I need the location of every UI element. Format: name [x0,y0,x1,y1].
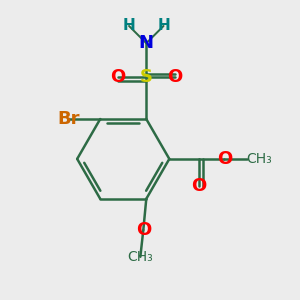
Text: CH₃: CH₃ [247,152,272,166]
Text: O: O [217,150,232,168]
Text: H: H [123,19,135,34]
Text: N: N [139,34,154,52]
Text: O: O [136,221,151,239]
Text: O: O [110,68,126,86]
Text: Br: Br [58,110,80,128]
Text: O: O [191,177,207,195]
Text: H: H [157,19,170,34]
Text: S: S [140,68,153,86]
Text: O: O [167,68,182,86]
Text: CH₃: CH₃ [128,250,153,264]
